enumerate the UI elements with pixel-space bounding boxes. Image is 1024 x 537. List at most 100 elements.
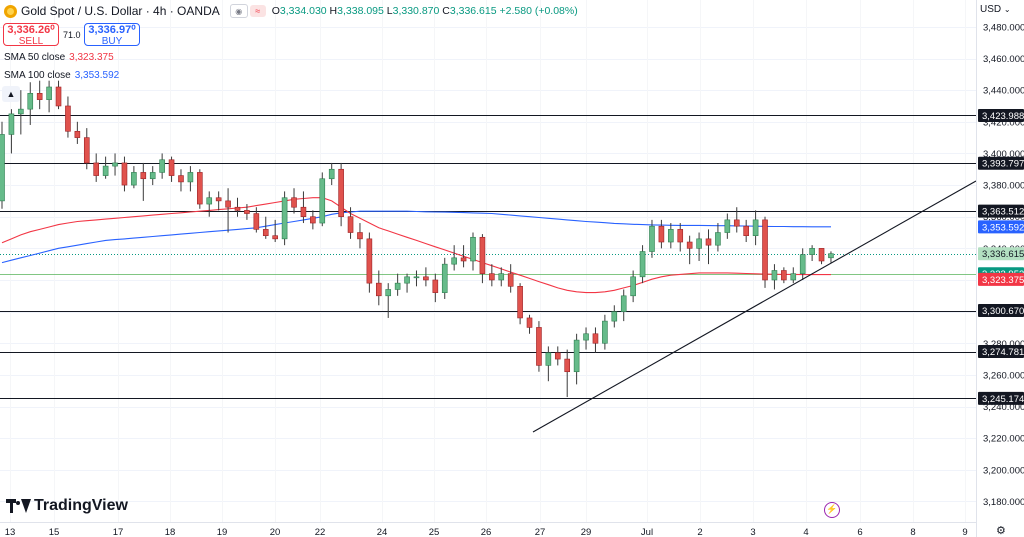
candle[interactable] — [112, 153, 118, 176]
candle[interactable] — [404, 273, 410, 293]
candle[interactable] — [592, 327, 599, 353]
candle[interactable] — [479, 234, 486, 284]
candle[interactable] — [8, 109, 15, 154]
candle[interactable] — [253, 207, 260, 233]
candle[interactable] — [743, 219, 749, 243]
candle[interactable] — [781, 267, 787, 284]
collapse-legend-button[interactable]: ▲ — [2, 86, 20, 102]
candle[interactable] — [27, 82, 34, 125]
candle[interactable] — [441, 257, 448, 299]
candle[interactable] — [197, 169, 203, 209]
sma100-line[interactable] — [1, 210, 831, 264]
candle[interactable] — [281, 191, 288, 246]
candle[interactable] — [724, 213, 731, 239]
candle[interactable] — [752, 210, 759, 246]
lightning-icon[interactable]: ⚡ — [824, 502, 840, 518]
candle[interactable] — [517, 283, 523, 325]
candle[interactable] — [526, 314, 533, 334]
candle[interactable] — [347, 207, 354, 239]
candle[interactable] — [74, 121, 81, 144]
buy-button[interactable]: 3,336.97⁰ BUY — [84, 23, 140, 47]
sma50-line[interactable] — [1, 197, 831, 294]
candle[interactable] — [234, 197, 241, 217]
candle[interactable] — [206, 191, 213, 217]
currency-selector[interactable]: USD ⌄ — [980, 4, 1011, 15]
candle[interactable] — [291, 188, 297, 214]
candle[interactable] — [55, 80, 62, 110]
candle[interactable] — [36, 80, 43, 110]
candle[interactable] — [338, 162, 344, 227]
candle[interactable] — [649, 219, 655, 258]
candle[interactable] — [328, 162, 335, 186]
sell-button[interactable]: 3,336.26⁰ SELL — [3, 23, 59, 47]
candle[interactable] — [93, 153, 99, 182]
candle[interactable] — [159, 153, 165, 179]
candles[interactable] — [0, 80, 834, 398]
candle[interactable] — [262, 216, 269, 239]
candle[interactable] — [677, 223, 684, 252]
candle[interactable] — [102, 156, 109, 179]
candle[interactable] — [658, 219, 665, 249]
candle[interactable] — [554, 346, 561, 366]
candle[interactable] — [451, 245, 457, 271]
candle[interactable] — [272, 219, 278, 243]
candle[interactable] — [696, 232, 702, 261]
ascending-trendline[interactable] — [532, 180, 977, 433]
candle[interactable] — [300, 191, 307, 224]
symbol-title[interactable]: Gold Spot / U.S. Dollar · 4h · OANDA — [21, 4, 220, 18]
candle[interactable] — [149, 166, 156, 186]
candle[interactable] — [310, 210, 316, 230]
candle[interactable] — [809, 245, 815, 261]
candle[interactable] — [630, 270, 636, 303]
candle[interactable] — [762, 216, 768, 288]
candle[interactable] — [83, 128, 90, 170]
candle[interactable] — [168, 156, 175, 182]
tradingview-logo[interactable]: TradingView — [6, 497, 128, 515]
candle[interactable] — [564, 349, 571, 398]
candle[interactable] — [432, 273, 439, 303]
candle[interactable] — [215, 191, 222, 211]
candle[interactable] — [366, 232, 373, 293]
candle[interactable] — [46, 80, 52, 113]
sma50-legend[interactable]: SMA 50 close 3,323.375 — [4, 52, 114, 63]
candle[interactable] — [470, 232, 476, 271]
candle[interactable] — [498, 267, 505, 287]
candle[interactable] — [545, 346, 552, 382]
candle[interactable] — [583, 327, 589, 350]
candle[interactable] — [489, 264, 495, 287]
candle[interactable] — [686, 235, 693, 265]
price-axis[interactable]: 3,180.000 3,200.000 3,220.000 3,240.000 3,26… — [983, 22, 1024, 508]
candle[interactable] — [65, 96, 71, 138]
time-axis[interactable]: 13 15 17 18 19 20 22 24 25 26 27 29 Jul 2 3 4 6 8 9 — [5, 527, 968, 537]
sma100-legend[interactable]: SMA 100 close 3,353.592 — [4, 70, 119, 81]
candle[interactable] — [319, 172, 326, 227]
candle[interactable] — [187, 166, 194, 192]
eye-icon[interactable]: ◉ — [229, 4, 248, 18]
candle[interactable] — [715, 223, 721, 252]
candle[interactable] — [244, 204, 250, 220]
candle[interactable] — [620, 289, 627, 322]
candle[interactable] — [0, 121, 5, 209]
candle[interactable] — [733, 207, 740, 233]
candle[interactable] — [385, 283, 392, 318]
candle[interactable] — [536, 321, 542, 372]
candle[interactable] — [394, 273, 401, 296]
candle[interactable] — [121, 156, 128, 192]
gear-icon[interactable]: ⚙ — [996, 525, 1006, 537]
candle[interactable] — [357, 223, 363, 249]
candle[interactable] — [460, 245, 467, 268]
candle[interactable] — [18, 90, 24, 135]
candle[interactable] — [818, 248, 825, 265]
candle[interactable] — [799, 248, 806, 280]
candle[interactable] — [828, 251, 834, 263]
candle[interactable] — [178, 169, 184, 192]
candle[interactable] — [668, 223, 674, 249]
candle[interactable] — [602, 314, 608, 350]
candle[interactable] — [413, 270, 420, 287]
candle[interactable] — [507, 264, 514, 293]
candle[interactable] — [375, 270, 382, 306]
candle[interactable] — [639, 245, 646, 284]
candle[interactable] — [611, 305, 618, 328]
